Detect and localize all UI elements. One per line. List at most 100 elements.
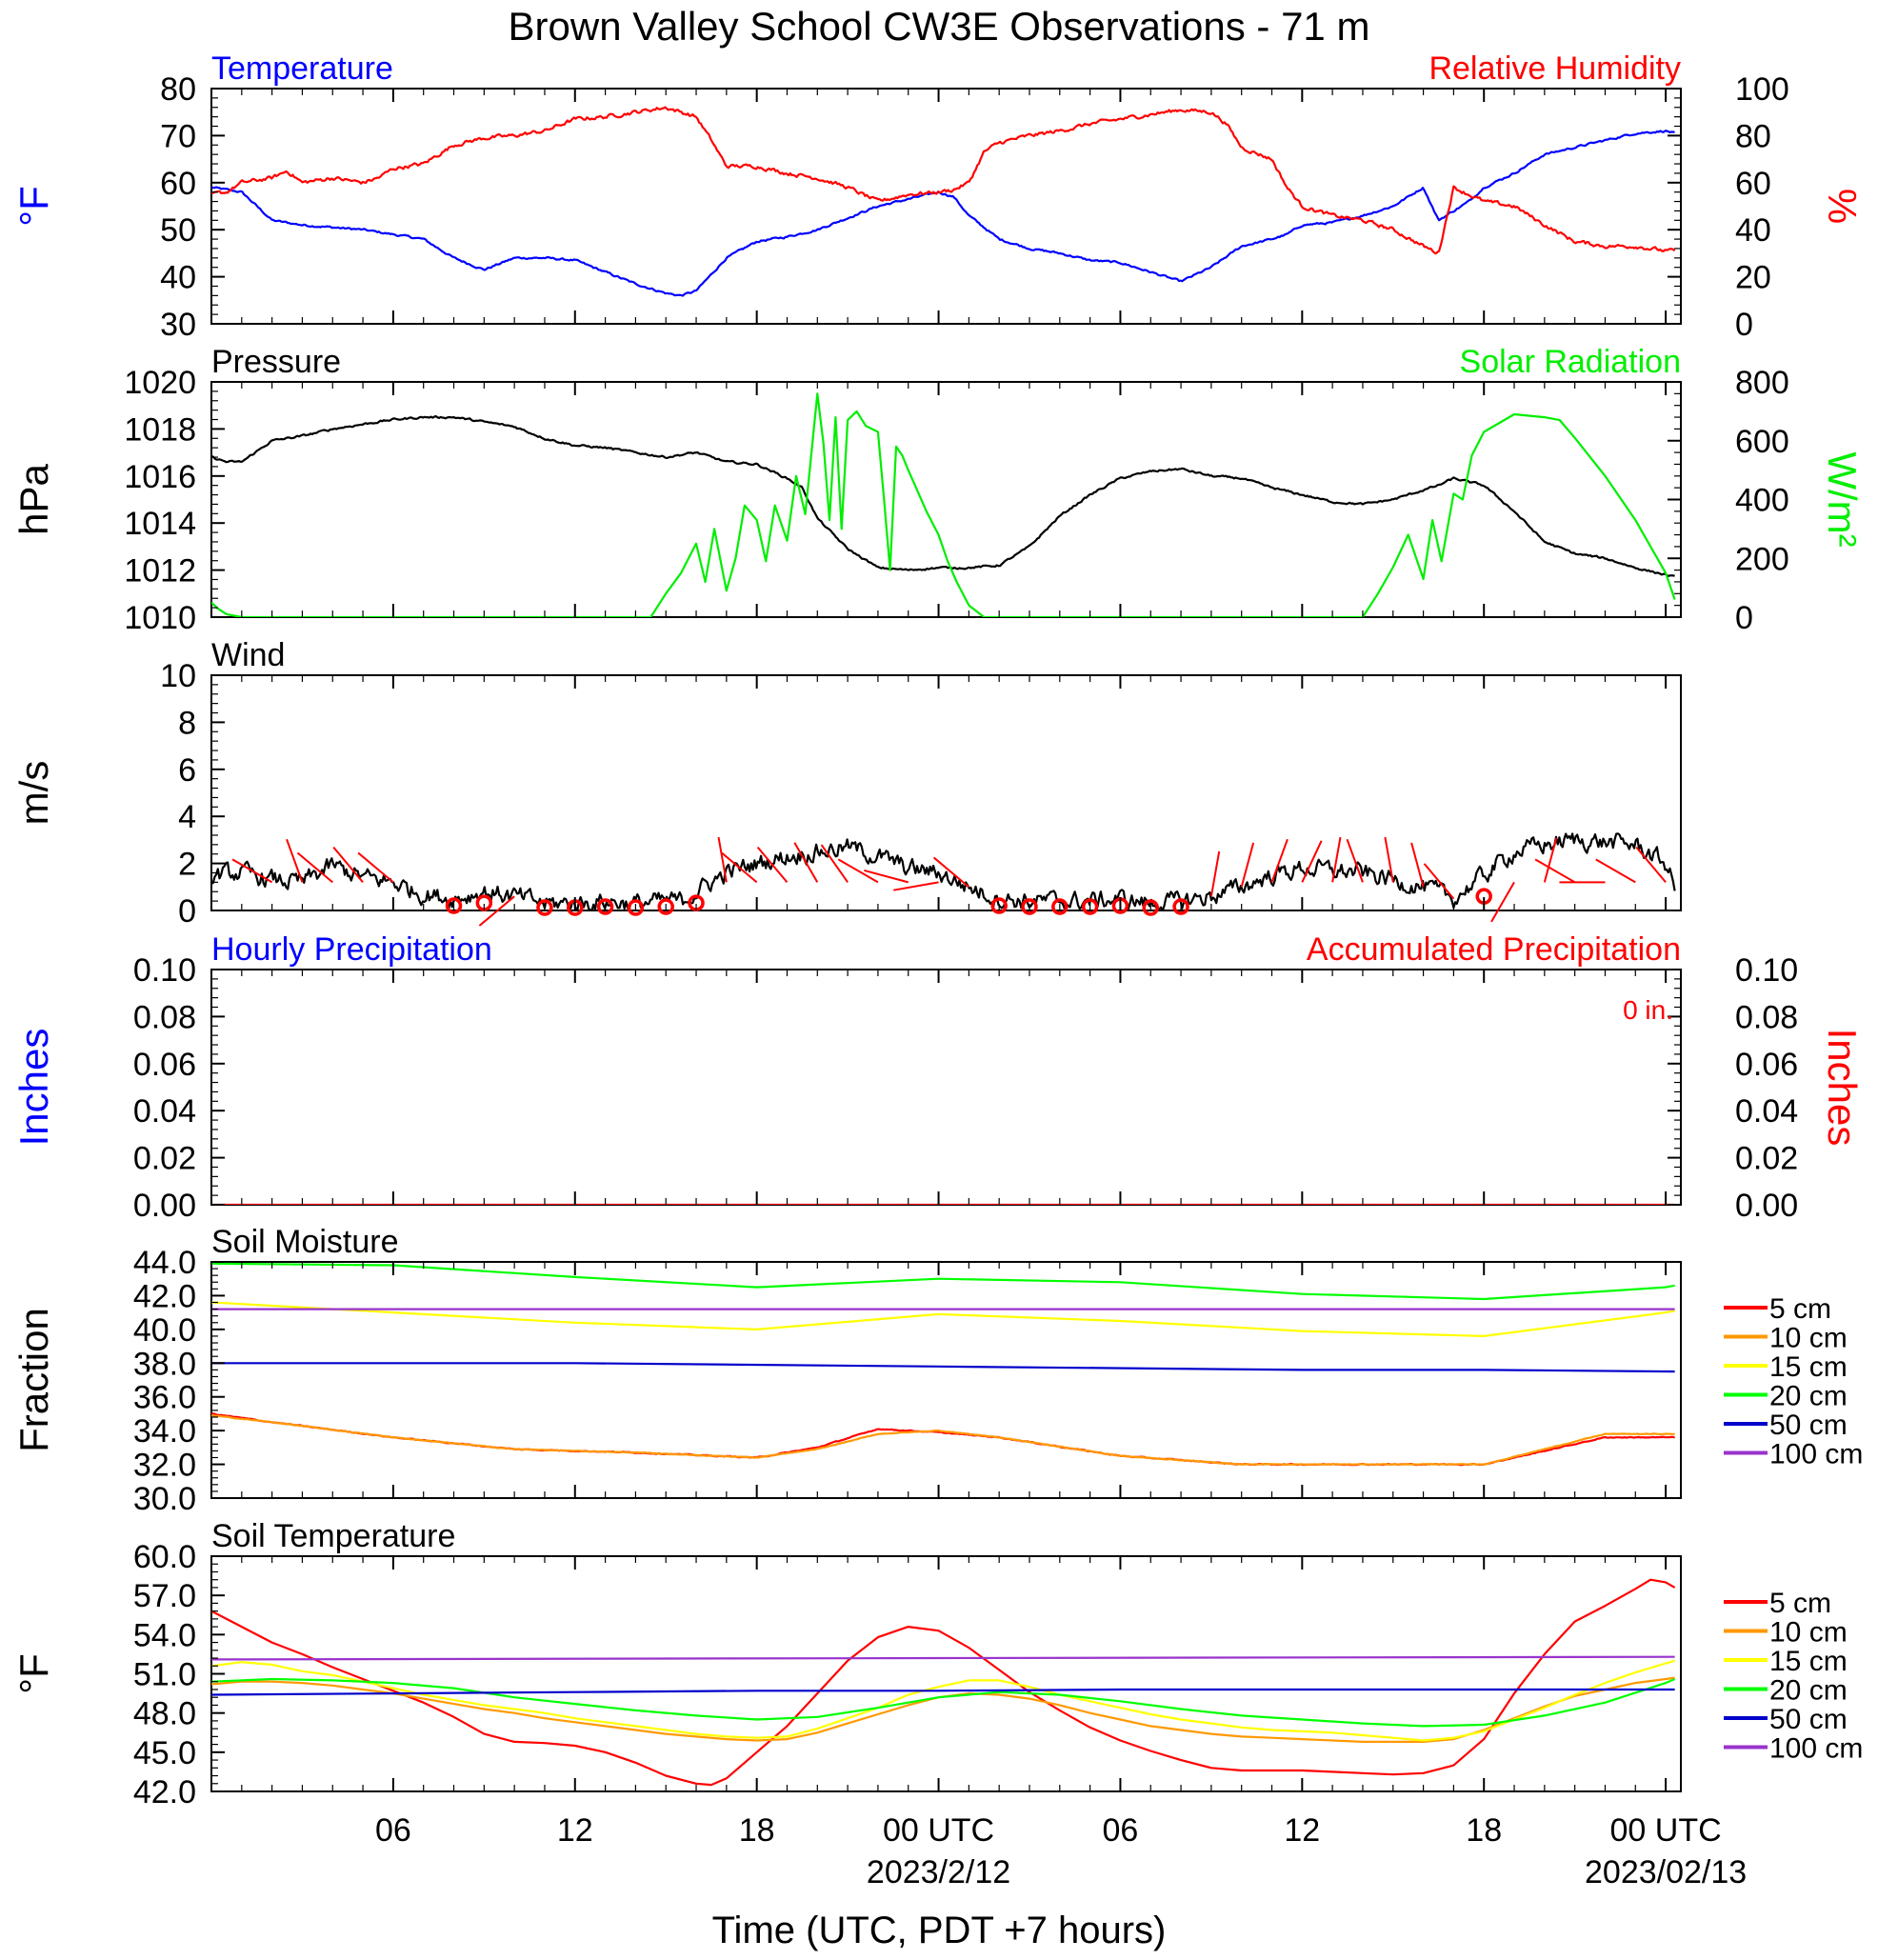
y-right-tick-label: 60 [1735, 166, 1771, 202]
y-right-tick-label: 0 [1735, 307, 1753, 343]
wind-barb [1209, 850, 1221, 897]
calm-wind-circle [1142, 899, 1159, 916]
plot-series [211, 1262, 1675, 1467]
legend-label: 20 cm [1769, 1381, 1848, 1412]
calm-wind-circle [596, 898, 614, 915]
legend-label: 15 cm [1769, 1351, 1848, 1383]
wind-barb [1240, 842, 1255, 888]
series-line-20cm [211, 1262, 1675, 1301]
calm-wind-circle [1021, 898, 1038, 915]
y-tick-label: 1010 [124, 600, 196, 636]
legend-label: 10 cm [1769, 1323, 1848, 1354]
y-tick-label: 32.0 [133, 1448, 196, 1484]
calm-wind-circle [1051, 898, 1069, 915]
wind-barb [1543, 837, 1558, 883]
legend-label: 50 cm [1769, 1704, 1848, 1735]
wind-barb [820, 844, 849, 883]
wind-barb [893, 881, 939, 891]
y-tick-label: 1016 [124, 459, 196, 495]
y-tick-label: 34.0 [133, 1413, 196, 1450]
wind-barb [332, 846, 364, 884]
legend-label: 15 cm [1769, 1646, 1848, 1677]
y-tick-label: 0.10 [133, 952, 196, 989]
y-right-tick-label: 80 [1735, 118, 1771, 154]
calm-wind-circle [657, 898, 674, 915]
y-tick-label: 44.0 [133, 1245, 196, 1281]
y-right-tick-label: 100 [1735, 71, 1789, 108]
series-line-5cm [211, 1578, 1676, 1787]
y-tick-label: 2 [178, 847, 196, 883]
x-tick-label: 06 [375, 1812, 411, 1849]
series-line-10cm [211, 1676, 1675, 1744]
plot-frame [210, 674, 1682, 911]
plot-series [211, 1578, 1676, 1787]
x-tick-label: 12 [1284, 1812, 1320, 1849]
plot-frame [210, 1555, 1682, 1792]
x-date-label: 2023/02/13 [1585, 1854, 1747, 1890]
calm-wind-circle [1081, 898, 1099, 915]
y-tick-label: 10 [160, 658, 196, 694]
y-tick-label: 0.08 [133, 999, 196, 1035]
y-axis-label-left: Fraction [11, 1308, 56, 1452]
series-line-0 [211, 832, 1676, 910]
panel-left-title: Temperature [211, 50, 393, 87]
wind-barb [478, 895, 515, 927]
y-tick-label: 4 [178, 799, 196, 835]
wind-barb [1534, 858, 1576, 884]
panel-left-title: Wind [211, 637, 285, 673]
y-right-tick-label: 200 [1735, 541, 1789, 577]
wind-barb [793, 842, 819, 883]
wind-barb [1301, 840, 1323, 883]
panel-right-title: Accumulated Precipitation [1307, 931, 1681, 968]
wind-barb [1595, 858, 1636, 884]
series-line-10cm [211, 1414, 1675, 1467]
plot-series [211, 832, 1676, 910]
y-right-tick-label: 400 [1735, 483, 1789, 519]
wind-barb [231, 858, 273, 884]
y-tick-label: 8 [178, 705, 196, 741]
panel-left-title: Soil Moisture [211, 1224, 399, 1260]
x-tick-label: 00 UTC [883, 1812, 994, 1849]
y-axis-label-left: °F [11, 1653, 56, 1693]
y-axis-label-right: % [1820, 189, 1865, 224]
panel-right-title: Relative Humidity [1428, 50, 1681, 87]
series-line-0 [211, 414, 1675, 578]
y-tick-label: 0.06 [133, 1047, 196, 1083]
y-axis-label-left: hPa [11, 463, 56, 534]
x-axis-title: Time (UTC, PDT +7 hours) [712, 1910, 1167, 1951]
y-tick-label: 0.04 [133, 1093, 196, 1130]
wind-barb [1410, 842, 1425, 888]
y-tick-label: 60.0 [133, 1539, 196, 1575]
legend-label: 100 cm [1769, 1439, 1863, 1470]
figure-title: Brown Valley School CW3E Observations - … [509, 4, 1370, 49]
x-tick-label: 06 [1103, 1812, 1139, 1849]
y-tick-label: 70 [160, 118, 196, 154]
x-tick-label: 18 [739, 1812, 775, 1849]
wind-barb [296, 851, 333, 884]
series-line-1 [211, 392, 1676, 617]
calm-wind-circle [445, 897, 463, 914]
calm-wind-circle [536, 899, 553, 916]
y-axis-label-left: °F [11, 186, 56, 226]
series-line-15cm [211, 1659, 1675, 1742]
wind-barb [1270, 838, 1289, 883]
series-line-50cm [211, 1362, 1675, 1373]
panel-right-title: Solar Radiation [1460, 344, 1681, 380]
wind-panel: 0 2 4 6 8 10 Wind m/s [11, 637, 1682, 930]
y-axis-label-right: Inches [1820, 1029, 1865, 1147]
wind-barb [756, 846, 789, 884]
y-tick-label: 80 [160, 71, 196, 108]
wind-barb [837, 858, 879, 884]
panel-left-title: Soil Temperature [211, 1518, 455, 1554]
x-axis-labels: 06 12 18 00 UTC 06 12 18 00 UTC 2023/2/12 2023/02… [375, 1812, 1747, 1890]
calm-wind-circle [1172, 898, 1189, 915]
wind-barb [864, 869, 909, 884]
plot-frame [210, 1261, 1682, 1499]
wind-barb [286, 838, 304, 883]
y-tick-label: 48.0 [133, 1696, 196, 1732]
y-right-tick-label: 0.06 [1735, 1047, 1798, 1083]
soil-moisture-panel: 30.032.034.036.038.040.042.044.0 Soil Moi… [11, 1224, 1863, 1517]
panel-annotation: 0 in. [1623, 995, 1673, 1025]
x-tick-label: 12 [557, 1812, 593, 1849]
